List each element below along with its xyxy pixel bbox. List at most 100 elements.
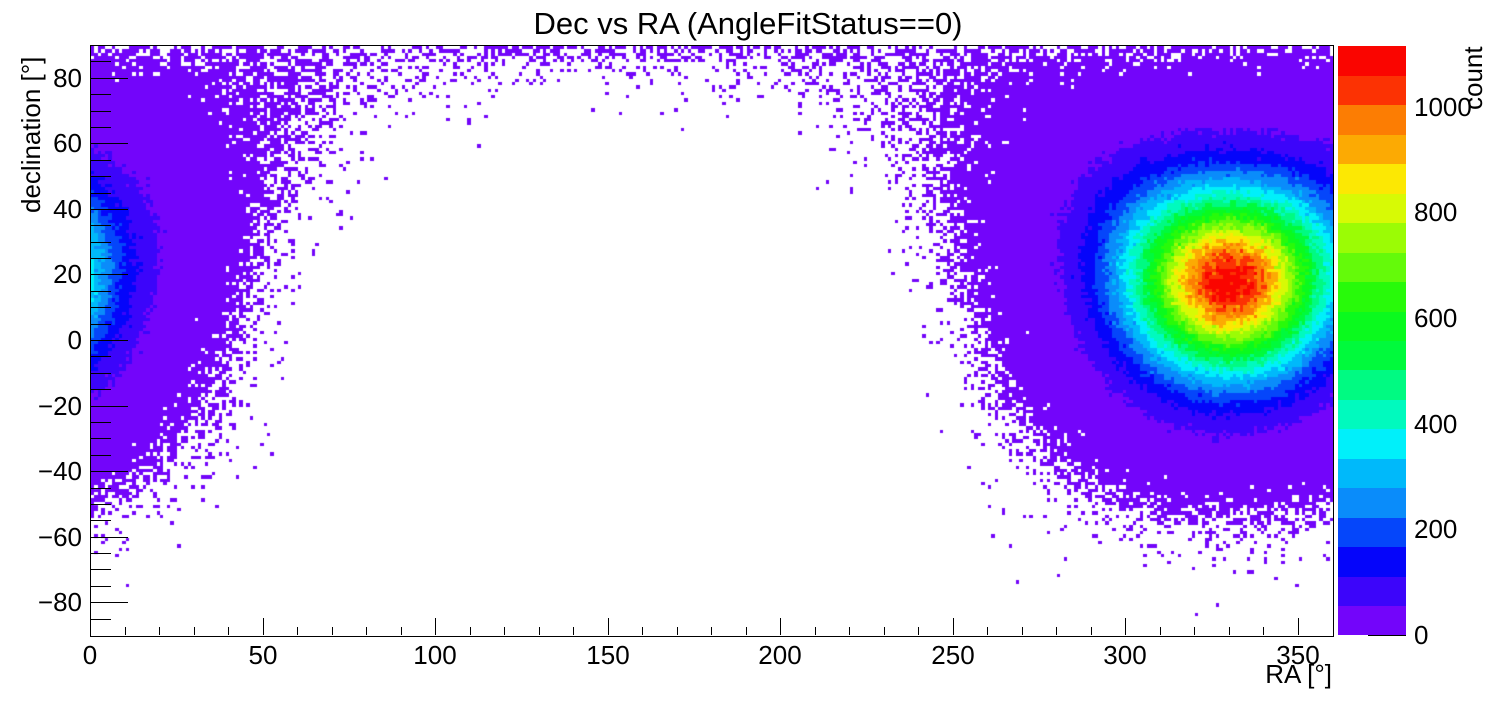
plot-frame bbox=[90, 45, 1334, 637]
x-tick-label: 100 bbox=[413, 640, 457, 670]
y-minor-tick bbox=[91, 389, 111, 390]
y-minor-tick bbox=[91, 520, 111, 521]
y-minor-tick bbox=[91, 356, 111, 357]
heatmap-canvas bbox=[91, 46, 1333, 636]
y-tick-label: 80 bbox=[53, 63, 82, 93]
y-minor-tick bbox=[91, 488, 111, 489]
colorbar-tick-label: 600 bbox=[1414, 303, 1458, 333]
colorbar-tick bbox=[1368, 635, 1406, 636]
x-major-tick bbox=[1125, 618, 1126, 635]
x-axis-title: RA [°] bbox=[1265, 659, 1332, 689]
y-minor-tick bbox=[91, 176, 111, 177]
y-minor-tick bbox=[91, 258, 111, 259]
x-minor-tick bbox=[504, 627, 505, 635]
x-minor-tick bbox=[194, 627, 195, 635]
colorbar-band bbox=[1338, 487, 1406, 518]
colorbar-band bbox=[1338, 605, 1406, 636]
y-minor-tick bbox=[91, 225, 111, 226]
colorbar-tick-label: 400 bbox=[1414, 409, 1458, 439]
x-minor-tick bbox=[1160, 627, 1161, 635]
y-major-tick bbox=[91, 143, 128, 144]
x-minor-tick bbox=[849, 627, 850, 635]
x-minor-tick bbox=[228, 627, 229, 635]
colorbar-band bbox=[1338, 46, 1406, 76]
chart-title: Dec vs RA (AngleFitStatus==0) bbox=[533, 6, 963, 41]
x-minor-tick bbox=[1229, 627, 1230, 635]
x-minor-tick bbox=[1194, 627, 1195, 635]
y-minor-tick bbox=[91, 193, 111, 194]
y-minor-tick bbox=[91, 455, 111, 456]
y-minor-tick bbox=[91, 160, 111, 161]
colorbar-band bbox=[1338, 517, 1406, 548]
x-minor-tick bbox=[470, 627, 471, 635]
colorbar-tick-label: 200 bbox=[1414, 514, 1458, 544]
x-minor-tick bbox=[401, 627, 402, 635]
y-minor-tick bbox=[91, 291, 111, 292]
colorbar-band bbox=[1338, 134, 1406, 165]
x-minor-tick bbox=[332, 627, 333, 635]
x-major-tick bbox=[780, 618, 781, 635]
x-minor-tick bbox=[366, 627, 367, 635]
x-minor-tick bbox=[677, 627, 678, 635]
y-minor-tick bbox=[91, 242, 111, 243]
y-minor-tick bbox=[91, 586, 111, 587]
y-minor-tick bbox=[91, 422, 111, 423]
colorbar bbox=[1338, 46, 1406, 636]
y-minor-tick bbox=[91, 94, 111, 95]
y-minor-tick bbox=[91, 619, 111, 620]
y-major-tick bbox=[91, 537, 128, 538]
x-tick-label: 50 bbox=[248, 640, 278, 670]
colorbar-band bbox=[1338, 399, 1406, 430]
x-major-tick bbox=[263, 618, 264, 635]
colorbar-tick-label: 800 bbox=[1414, 197, 1458, 227]
x-minor-tick bbox=[746, 627, 747, 635]
x-minor-tick bbox=[125, 627, 126, 635]
y-minor-tick bbox=[91, 127, 111, 128]
colorbar-band bbox=[1338, 546, 1406, 577]
colorbar-tick-label: 1000 bbox=[1414, 92, 1472, 122]
colorbar-band bbox=[1338, 252, 1406, 283]
x-minor-tick bbox=[1022, 627, 1023, 635]
y-tick-label: 0 bbox=[67, 325, 82, 355]
colorbar-band bbox=[1338, 428, 1406, 459]
colorbar-title: count bbox=[1458, 46, 1488, 110]
colorbar-band bbox=[1338, 75, 1406, 106]
x-minor-tick bbox=[642, 627, 643, 635]
y-tick-label: −40 bbox=[37, 456, 82, 486]
y-minor-tick bbox=[91, 553, 111, 554]
y-minor-tick bbox=[91, 569, 111, 570]
y-tick-label: −20 bbox=[37, 391, 82, 421]
y-major-tick bbox=[91, 274, 128, 275]
x-minor-tick bbox=[573, 627, 574, 635]
x-tick-label: 200 bbox=[758, 640, 802, 670]
x-tick-label: 350 bbox=[1276, 640, 1320, 670]
y-major-tick bbox=[91, 602, 128, 603]
y-major-tick bbox=[91, 209, 128, 210]
y-minor-tick bbox=[91, 111, 111, 112]
colorbar-band bbox=[1338, 222, 1406, 253]
x-minor-tick bbox=[918, 627, 919, 635]
colorbar-tick-label: 0 bbox=[1414, 620, 1429, 650]
x-minor-tick bbox=[1091, 627, 1092, 635]
colorbar-band bbox=[1338, 340, 1406, 371]
x-minor-tick bbox=[1056, 627, 1057, 635]
y-tick-label: −60 bbox=[37, 522, 82, 552]
x-tick-label: 250 bbox=[931, 640, 975, 670]
x-minor-tick bbox=[815, 627, 816, 635]
y-minor-tick bbox=[91, 61, 111, 62]
x-major-tick bbox=[953, 618, 954, 635]
colorbar-band bbox=[1338, 576, 1406, 607]
y-major-tick bbox=[91, 471, 128, 472]
y-major-tick bbox=[91, 340, 128, 341]
x-tick-label: 150 bbox=[586, 640, 630, 670]
y-tick-label: 60 bbox=[53, 128, 82, 158]
y-minor-tick bbox=[91, 307, 111, 308]
y-tick-label: −80 bbox=[37, 587, 82, 617]
x-minor-tick bbox=[159, 627, 160, 635]
y-major-tick bbox=[91, 406, 128, 407]
x-minor-tick bbox=[539, 627, 540, 635]
y-tick-label: 40 bbox=[53, 194, 82, 224]
colorbar-band bbox=[1338, 458, 1406, 489]
x-tick-label: 300 bbox=[1103, 640, 1147, 670]
